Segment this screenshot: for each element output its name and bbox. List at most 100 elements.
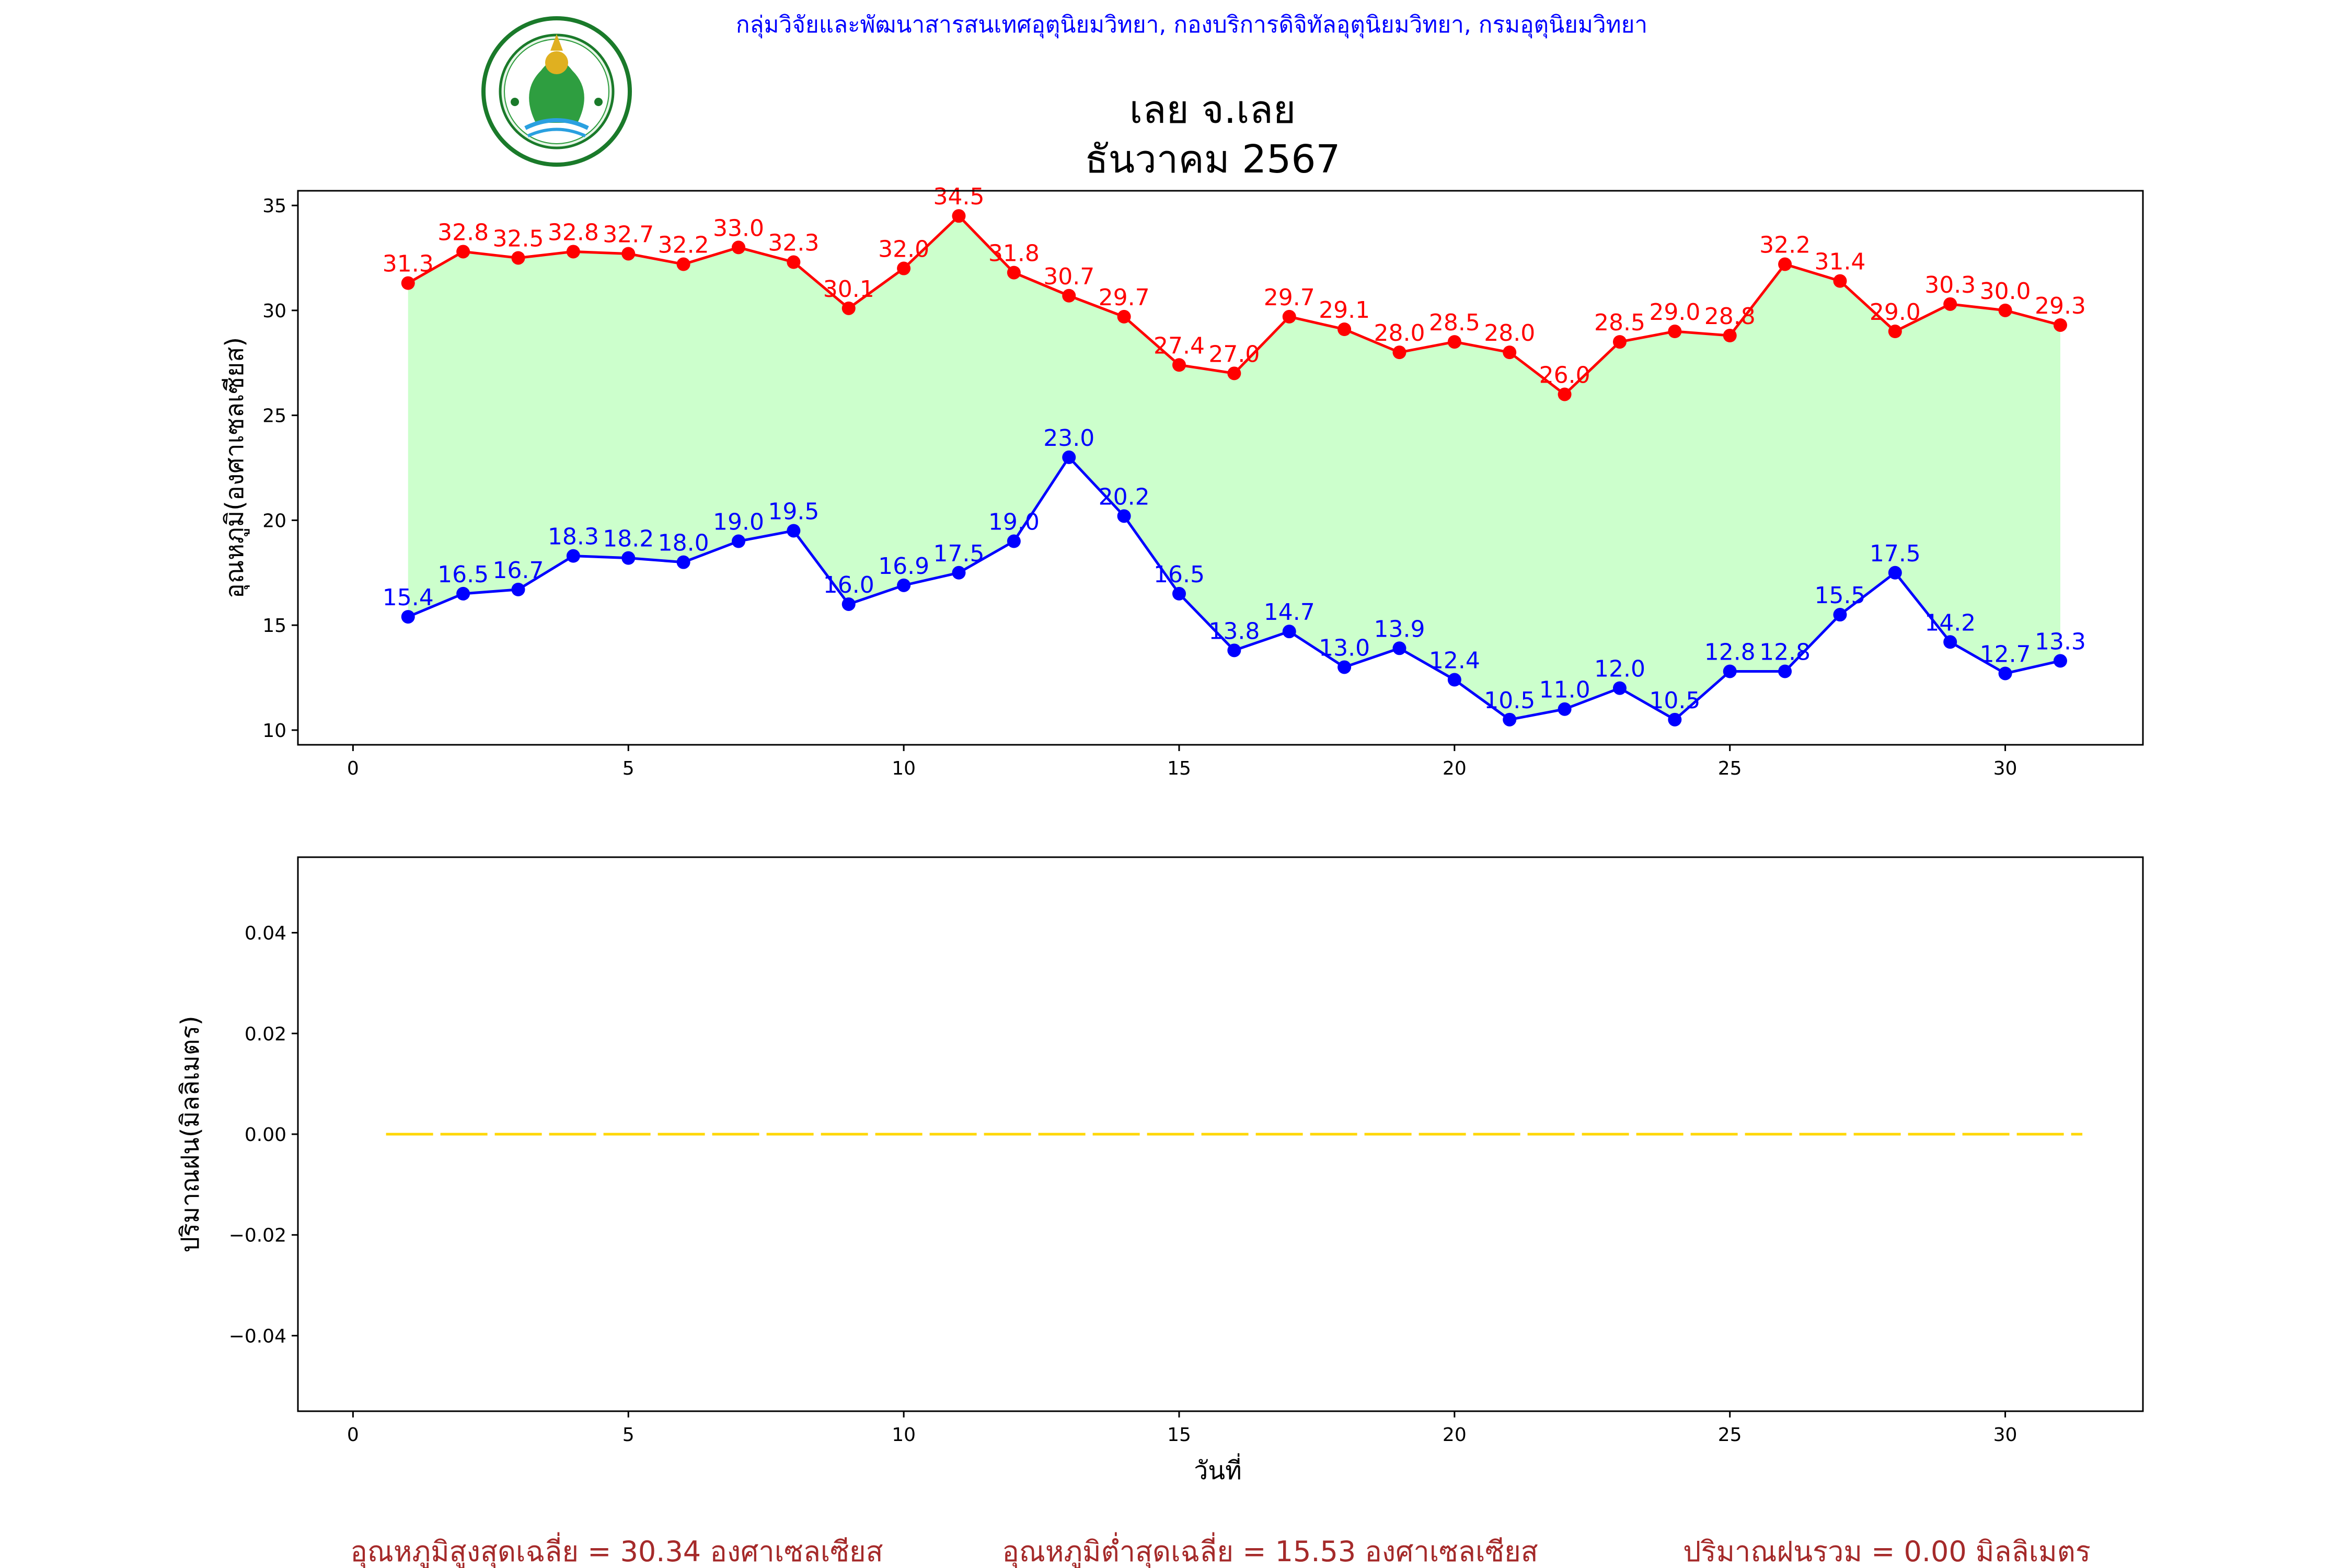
rainfall-panel: 0 5 10 15 20 25 30 −0.04 −0.02 0.00 0.02 0.04 ปริม…: [176, 856, 2144, 1485]
x-tick-label: 5: [622, 1424, 635, 1446]
max-temperature-label: 32.2: [1759, 232, 1811, 259]
min-temperature-point: [1447, 673, 1461, 687]
x-tick-label: 20: [1443, 1424, 1467, 1446]
temperature-points: [401, 209, 2067, 727]
min-temperature-point: [1778, 664, 1792, 678]
max-temperature-label: 32.5: [493, 225, 544, 252]
max-temperature-label: 29.3: [2035, 293, 2086, 319]
temperature-fill-area: [408, 216, 2060, 720]
min-temperature-point: [1392, 641, 1406, 655]
period-title: ธันวาคม 2567: [1085, 137, 1341, 182]
min-temperature-label: 13.0: [1319, 635, 1370, 661]
summary-avg-max: อุณหภูมิสูงสุดเฉลี่ย = 30.34 องศาเซลเซีย…: [350, 1532, 883, 1568]
min-temperature-point: [1558, 702, 1572, 716]
min-temperature-label: 15.5: [1814, 582, 1865, 609]
max-temperature-point: [1117, 309, 1131, 324]
y-tick-label: 30: [262, 301, 286, 322]
max-temperature-point: [1227, 366, 1241, 381]
logo-seal: [481, 16, 632, 167]
max-temperature-label: 31.3: [383, 251, 434, 278]
min-temperature-point: [1282, 625, 1296, 639]
x-tick-label: 20: [1443, 758, 1467, 779]
x-tick-label: 10: [892, 1424, 916, 1446]
max-temperature-label: 32.0: [878, 236, 929, 263]
max-temperature-point: [1943, 297, 1957, 311]
min-temperature-point: [1503, 712, 1517, 727]
max-temperature-label: 27.0: [1208, 341, 1260, 367]
max-temperature-label: 32.8: [548, 219, 599, 246]
max-temperature-point: [1612, 335, 1627, 349]
max-temperature-label: 32.3: [768, 230, 819, 257]
y-tick-label: 20: [262, 510, 286, 532]
max-temperature-point: [676, 257, 690, 271]
max-temperature-point: [1392, 345, 1406, 360]
max-temperature-point: [1338, 322, 1352, 336]
min-temperature-label: 12.8: [1759, 639, 1811, 665]
min-temperature-point: [1998, 666, 2012, 681]
max-temperature-point: [1723, 329, 1737, 343]
min-temperature-point: [1943, 635, 1957, 649]
y-tick-label: 0.02: [245, 1023, 286, 1045]
temperature-x-ticks: 0 5 10 15 20 25 30: [347, 745, 2017, 779]
max-temperature-point: [1062, 289, 1076, 303]
min-temperature-label: 14.2: [1924, 609, 1976, 636]
min-temperature-label: 13.9: [1374, 616, 1425, 642]
max-temperature-point: [1778, 257, 1792, 271]
min-temperature-point: [841, 597, 856, 611]
x-tick-label: 0: [347, 758, 359, 779]
min-temperature-point: [1062, 450, 1076, 464]
x-tick-label: 25: [1718, 1424, 1742, 1446]
min-temperature-label: 19.0: [713, 509, 764, 536]
min-temperature-point: [1172, 586, 1186, 601]
min-temperature-point: [676, 555, 690, 569]
min-temperature-label: 12.8: [1704, 639, 1756, 665]
min-temperature-label: 23.0: [1043, 425, 1094, 452]
max-temperature-label: 30.7: [1043, 263, 1094, 290]
min-temperature-label: 16.7: [493, 557, 544, 584]
min-temperature-point: [731, 534, 745, 548]
min-temperature-point: [1612, 681, 1627, 695]
max-temperature-point: [456, 245, 470, 259]
max-temperature-label: 26.0: [1539, 362, 1590, 388]
max-temperature-point: [1888, 325, 1902, 339]
x-tick-label: 30: [1993, 1424, 2017, 1446]
min-temperature-point: [897, 578, 911, 592]
rainfall-y-ticks: −0.04 −0.02 0.00 0.02 0.04: [229, 923, 298, 1347]
max-temperature-label: 31.8: [988, 240, 1040, 267]
min-temperature-point: [952, 566, 966, 580]
min-temperature-label: 19.5: [768, 498, 819, 525]
station-title: เลย จ.เลย: [1129, 87, 1296, 132]
min-temperature-point: [511, 582, 525, 596]
rainfall-x-ticks: 0 5 10 15 20 25 30: [347, 1411, 2017, 1446]
max-temperature-label: 27.4: [1154, 332, 1205, 359]
max-temperature-point: [897, 261, 911, 275]
min-temperature-label: 13.3: [2035, 628, 2086, 655]
min-temperature-label: 17.5: [1870, 540, 1921, 567]
min-temperature-label: 14.7: [1264, 599, 1315, 626]
y-tick-label: 25: [262, 406, 286, 427]
min-temperature-point: [566, 549, 580, 563]
max-temperature-point: [1833, 274, 1847, 288]
max-temperature-label: 29.0: [1649, 299, 1700, 326]
y-tick-label: 15: [262, 615, 286, 637]
x-tick-label: 15: [1167, 758, 1191, 779]
y-tick-label: 35: [262, 195, 286, 217]
min-temperature-point: [401, 610, 415, 624]
min-temperature-label: 12.7: [1980, 641, 2031, 667]
min-temperature-label: 18.2: [603, 526, 654, 552]
x-tick-label: 0: [347, 1424, 359, 1446]
max-temperature-point: [952, 209, 966, 223]
min-temperature-label: 16.5: [1154, 561, 1205, 588]
max-temperature-point: [1447, 335, 1461, 349]
min-temperature-point: [456, 586, 470, 601]
max-temperature-label: 29.7: [1099, 284, 1150, 311]
min-temperature-label: 18.3: [548, 524, 599, 550]
max-temperature-label: 32.7: [603, 221, 654, 248]
min-temperature-point: [1227, 643, 1241, 658]
max-temperature-point: [1998, 303, 2012, 317]
summary-avg-min: อุณหภูมิต่ำสุดเฉลี่ย = 15.53 องศาเซลเซีย…: [1002, 1532, 1538, 1568]
max-temperature-label: 30.1: [823, 276, 874, 303]
min-temperature-label: 15.4: [383, 584, 434, 611]
temperature-panel: 31.332.8 32.5 32.8 32.7 32.233.032.330.132.0…: [220, 183, 2144, 779]
